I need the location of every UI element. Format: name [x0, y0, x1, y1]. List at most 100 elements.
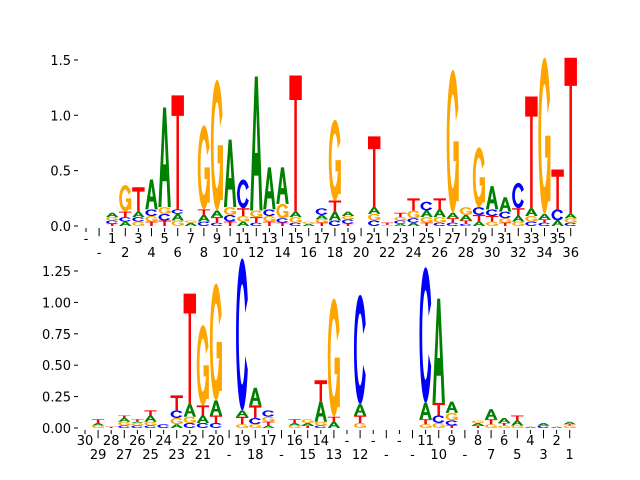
logo-letter-shape	[263, 209, 276, 217]
logo-letter-T	[511, 415, 524, 421]
logo-letter-T	[512, 208, 525, 217]
logo-letter-shape	[183, 404, 197, 417]
logo-letter-T	[131, 419, 144, 422]
logo-letter-G	[432, 422, 445, 428]
logo-letter-A	[132, 211, 145, 218]
logo-letter-T	[327, 416, 341, 422]
logo-letter-T	[498, 222, 512, 226]
logo-letter-shape	[223, 139, 237, 208]
x-tick-label: 22	[379, 246, 396, 261]
logo-letter-shape	[537, 422, 550, 426]
logo-letter-shape	[367, 207, 381, 214]
logo-letter-shape	[564, 57, 577, 214]
logo-letter-G	[471, 420, 484, 423]
logo-letter-shape	[407, 222, 420, 226]
logo-letter-shape	[118, 421, 130, 426]
logo-letter-shape	[446, 218, 460, 223]
logo-letter-C	[353, 294, 366, 405]
logo-letter-G	[512, 221, 525, 226]
logo-letter-shape	[505, 220, 512, 223]
x-tick-label: 1	[566, 448, 574, 463]
logo-column	[433, 198, 446, 226]
logo-letter-shape	[471, 420, 484, 423]
logo-letter-G	[119, 185, 132, 212]
logo-letter-shape	[183, 293, 197, 405]
logo-letter-shape	[497, 417, 511, 423]
y-tick-label: 1.25	[42, 265, 71, 280]
logo-letter-shape	[368, 220, 380, 226]
logo-letter-shape	[124, 423, 131, 426]
logo-letter-shape	[419, 402, 432, 420]
logo-letter-A	[209, 400, 223, 416]
logo-letter-shape	[209, 283, 222, 401]
logo-letter-shape	[191, 221, 197, 223]
logo-letter-A	[537, 422, 550, 426]
logo-letter-shape	[144, 425, 157, 428]
logo-letter-A	[445, 401, 459, 413]
logo-letter-A	[145, 179, 158, 210]
logo-letter-shape	[525, 208, 538, 217]
logo-letter-shape	[472, 207, 485, 215]
logo-letter-shape	[263, 216, 276, 222]
logo-letter-shape	[327, 421, 341, 428]
logo-letter-shape	[445, 401, 459, 413]
logo-letter-shape	[420, 222, 433, 226]
logo-letter-A	[249, 387, 262, 406]
logo-letter-shape	[446, 222, 459, 226]
logo-letter-T	[419, 419, 432, 425]
logo-letter-shape	[119, 217, 131, 222]
x-tick-label: 25	[418, 232, 435, 247]
logo-letter-C	[394, 220, 407, 224]
logo-letter-C	[183, 422, 196, 428]
logo-letter-shape	[223, 214, 236, 222]
bottom-logo-panel: 0.000.250.500.751.001.253029282726252423…	[42, 258, 576, 463]
logo-letter-A	[315, 214, 329, 220]
logo-letter-A	[407, 222, 420, 226]
logo-letter-shape	[295, 426, 301, 428]
logo-letter-shape	[538, 213, 551, 220]
x-tick-label: 25	[142, 448, 159, 463]
logo-column	[184, 220, 198, 226]
logo-letter-C	[263, 209, 276, 217]
logo-letter-shape	[538, 219, 551, 223]
logo-letter-shape	[420, 201, 433, 211]
logo-letter-A	[484, 409, 498, 420]
x-tick-label: 3	[539, 448, 547, 463]
logo-letter-C	[250, 222, 262, 226]
logo-letter-A	[235, 410, 249, 417]
logo-letter-shape	[235, 416, 249, 425]
logo-letter-shape	[314, 421, 327, 426]
logo-column	[196, 325, 210, 428]
logo-letter-T	[563, 424, 576, 426]
logo-letter-shape	[459, 207, 472, 215]
logo-letter-shape	[118, 417, 131, 422]
logo-letter-T	[209, 415, 223, 423]
x-tick-label: -	[345, 434, 350, 449]
logo-column	[563, 421, 576, 428]
x-tick-label: 5	[513, 448, 521, 463]
logo-column	[459, 207, 473, 226]
logo-letter-C	[197, 221, 210, 226]
logo-letter-G	[289, 217, 302, 223]
x-tick-label: 35	[549, 232, 566, 247]
logo-letter-A	[289, 211, 302, 218]
logo-letter-T	[104, 426, 118, 428]
logo-letter-shape	[419, 267, 432, 403]
x-tick-label: -	[463, 448, 468, 463]
logo-letter-shape	[571, 220, 577, 223]
x-tick-label: 7	[487, 448, 495, 463]
logo-letter-shape	[131, 419, 144, 422]
logo-letter-shape	[512, 182, 524, 209]
x-tick-label: 30	[484, 246, 501, 261]
logo-letter-shape	[288, 419, 301, 423]
logo-letter-shape	[367, 136, 381, 208]
logo-letter-shape	[498, 425, 510, 428]
y-tick-label: 0.75	[42, 328, 71, 343]
logo-letter-G	[563, 425, 576, 428]
logo-letter-shape	[551, 169, 564, 210]
logo-letter-shape	[518, 223, 525, 226]
logo-letter-shape	[151, 423, 157, 426]
logo-letter-C	[446, 222, 459, 226]
logo-letter-T	[144, 410, 157, 416]
